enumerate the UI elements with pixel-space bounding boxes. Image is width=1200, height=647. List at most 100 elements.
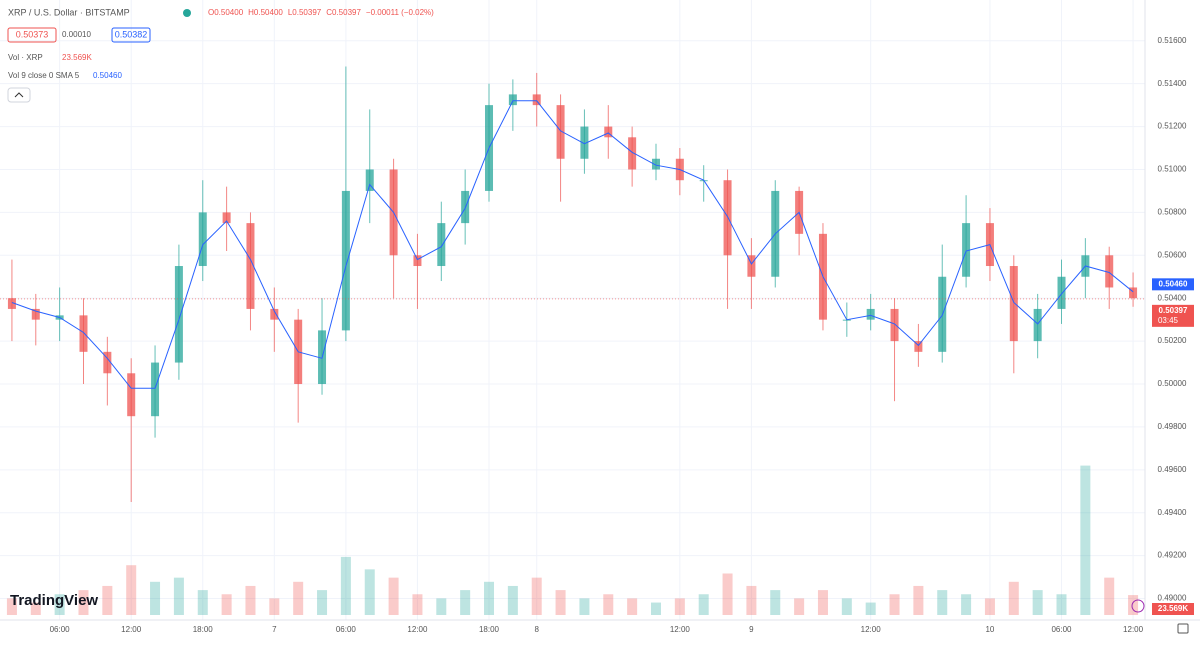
- ask-box[interactable]: [111, 27, 151, 43]
- candle-body: [914, 341, 923, 352]
- volume-bar: [698, 594, 709, 615]
- volume-bar: [269, 598, 280, 615]
- volume-bar: [603, 594, 614, 615]
- volume-bar: [531, 577, 542, 615]
- volume-bar: [364, 569, 375, 615]
- volume-bar: [507, 585, 518, 615]
- screenshot-icon[interactable]: [1177, 623, 1189, 634]
- volume-pane: [6, 465, 1139, 615]
- volume-bar: [30, 602, 41, 615]
- vol-value: 23.569K: [62, 53, 92, 62]
- candle-body: [508, 94, 517, 106]
- volume-bar: [460, 590, 471, 615]
- sma-tag: [1152, 278, 1194, 291]
- candle-body: [413, 255, 422, 267]
- x-tick-label: 10: [985, 625, 994, 634]
- volume-bar: [770, 590, 781, 615]
- spread: 0.00010: [62, 30, 91, 39]
- volume-bar: [340, 556, 351, 615]
- y-tick-label: 0.50200: [1158, 336, 1187, 345]
- candle-body: [270, 308, 279, 320]
- x-tick-label: 06:00: [336, 625, 357, 634]
- volume-bar: [961, 594, 972, 615]
- volume-bar: [197, 590, 208, 615]
- candle-body: [127, 373, 136, 417]
- ohlc-value: C0.50397: [326, 8, 361, 17]
- candle-body: [580, 126, 589, 159]
- y-tick-label: 0.51000: [1158, 165, 1187, 174]
- x-tick-label: 12:00: [121, 625, 142, 634]
- y-tick-label: 0.51600: [1158, 36, 1187, 45]
- candle-body: [866, 308, 875, 320]
- candle-body: [1129, 287, 1138, 299]
- x-tick-label: 7: [272, 625, 277, 634]
- ohlc-value: H0.50400: [248, 8, 283, 17]
- y-tick-label: 0.50800: [1158, 207, 1187, 216]
- ohlc-value: L0.50397: [288, 8, 322, 17]
- y-tick-label: 0.49800: [1158, 422, 1187, 431]
- volume-bar: [78, 590, 89, 615]
- volume-bar: [865, 602, 876, 615]
- countdown: 03:45: [1158, 316, 1179, 325]
- symbol: XRP / U.S. Dollar · BITSTAMP: [8, 7, 130, 17]
- volume-bar: [6, 598, 17, 615]
- candle-body: [1009, 266, 1018, 342]
- volume-bar: [221, 594, 232, 615]
- candles: [7, 66, 1138, 503]
- volume-bar: [1032, 590, 1043, 615]
- price-tag: [1152, 304, 1194, 327]
- vol-tag: [1152, 603, 1194, 615]
- candle-body: [174, 266, 183, 363]
- market-dot: [183, 9, 191, 17]
- price-tag-label: 0.50397: [1159, 306, 1188, 315]
- volume-bar: [1104, 577, 1115, 615]
- vol-label: Vol · XRP: [8, 53, 43, 62]
- volume-bar: [150, 581, 161, 615]
- volume-bar: [126, 565, 137, 615]
- candle-body: [437, 223, 446, 267]
- volume-bar: [102, 585, 113, 615]
- ohlc-value: −0.00011 (−0.02%): [366, 8, 434, 17]
- volume-bar: [484, 581, 495, 615]
- alert-icon[interactable]: [1131, 599, 1145, 613]
- collapse-icon: [14, 92, 24, 98]
- candle-body: [747, 255, 756, 277]
- volume-bar: [889, 594, 900, 615]
- candle-body: [79, 315, 88, 352]
- x-tick-label: 12:00: [670, 625, 691, 634]
- candle-body: [1105, 255, 1114, 288]
- candle-body: [365, 169, 374, 191]
- volume-bar: [1128, 595, 1139, 615]
- y-tick-label: 0.49200: [1158, 551, 1187, 560]
- x-tick-label: 18:00: [193, 625, 214, 634]
- ask: 0.50382: [115, 29, 148, 39]
- y-tick-label: 0.49400: [1158, 508, 1187, 517]
- volume-bar: [436, 598, 447, 615]
- volume-bar: [841, 598, 852, 615]
- volume-bar: [173, 577, 184, 615]
- candle-body: [890, 308, 899, 342]
- candle-body: [651, 158, 660, 170]
- volume-bar: [1008, 581, 1019, 615]
- candle-body: [962, 223, 971, 277]
- volume-bar: [54, 594, 65, 615]
- volume-bar: [1056, 594, 1067, 615]
- bid-box[interactable]: [7, 27, 57, 43]
- candle-body: [103, 351, 112, 374]
- bid: 0.50373: [16, 29, 49, 39]
- y-tick-label: 0.51200: [1158, 122, 1187, 131]
- y-tick-label: 0.50400: [1158, 293, 1187, 302]
- volume-bar: [317, 590, 328, 615]
- x-tick-label: 8: [534, 625, 539, 634]
- volume-bar: [937, 590, 948, 615]
- volume-bar: [627, 598, 638, 615]
- x-tick-label: 06:00: [50, 625, 71, 634]
- x-tick-label: 9: [749, 625, 754, 634]
- candle-body: [556, 105, 565, 159]
- ohlc-value: O0.50400: [208, 8, 244, 17]
- x-tick-label: 12:00: [407, 625, 428, 634]
- x-tick-label: 18:00: [479, 625, 500, 634]
- collapse-button[interactable]: [7, 87, 31, 103]
